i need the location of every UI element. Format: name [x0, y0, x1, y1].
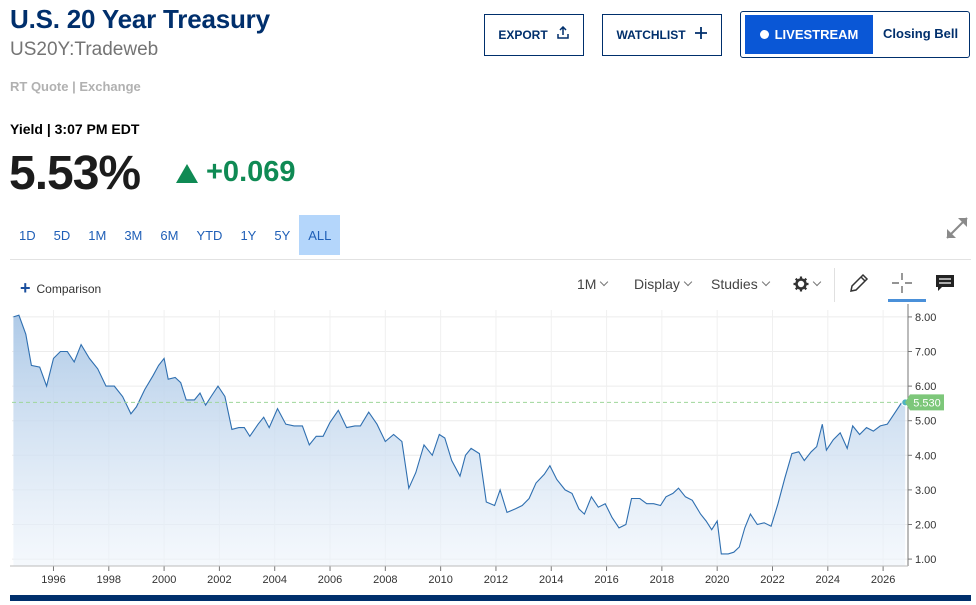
livestream-label: LIVESTREAM — [775, 27, 859, 42]
range-selector: 1D 5D 1M 3M 6M YTD 1Y 5Y ALL — [10, 215, 340, 255]
bottom-divider — [10, 595, 971, 601]
watchlist-label: WATCHLIST — [616, 28, 685, 42]
y-tick-label: 7.00 — [915, 347, 936, 359]
chevron-down-icon — [813, 278, 821, 286]
y-tick-label: 6.00 — [915, 381, 936, 393]
x-tick-label: 2024 — [816, 574, 840, 586]
x-tick-label: 2008 — [373, 574, 397, 586]
x-tick-label: 2012 — [484, 574, 508, 586]
x-tick-label: 1998 — [97, 574, 121, 586]
export-button[interactable]: EXPORT — [484, 14, 584, 56]
display-label: Display — [634, 276, 680, 292]
symbol-label: US20Y:Tradeweb — [10, 39, 158, 61]
x-tick-label: 2004 — [262, 574, 286, 586]
settings-dropdown[interactable] — [793, 276, 820, 292]
display-dropdown[interactable]: Display — [634, 276, 691, 292]
range-button-1y[interactable]: 1Y — [231, 215, 265, 255]
y-tick-label: 8.00 — [915, 312, 936, 324]
settings-gear-icon — [793, 276, 809, 292]
live-dot-icon — [760, 30, 769, 39]
closing-bell-link[interactable]: Closing Bell — [883, 26, 958, 41]
range-button-3m[interactable]: 3M — [115, 215, 151, 255]
y-tick-label: 1.00 — [915, 554, 936, 566]
x-tick-label: 2016 — [594, 574, 618, 586]
range-button-all[interactable]: ALL — [299, 215, 340, 255]
range-button-1d[interactable]: 1D — [10, 215, 45, 255]
comment-icon[interactable] — [934, 272, 956, 294]
comparison-label: Comparison — [37, 282, 102, 296]
range-button-1m[interactable]: 1M — [79, 215, 115, 255]
yield-chart[interactable]: 8.007.006.005.004.003.002.001.00 1996 199… — [10, 304, 971, 600]
chart-toolbar: + Comparison 1M Display Studies — [10, 260, 971, 304]
y-tick-label: 3.00 — [915, 485, 936, 497]
range-button-5y[interactable]: 5Y — [265, 215, 299, 255]
livestream-button[interactable]: LIVESTREAM — [745, 15, 873, 54]
y-axis: 8.00 7.00 6.00 5.00 4.00 3.00 2.00 1.00 — [908, 304, 936, 566]
chart-panel: + Comparison 1M Display Studies — [10, 259, 971, 599]
chevron-down-icon — [761, 278, 769, 286]
export-icon — [556, 26, 570, 45]
page-title: U.S. 20 Year Treasury — [10, 4, 270, 35]
draw-pencil-icon[interactable] — [848, 272, 870, 294]
studies-dropdown[interactable]: Studies — [711, 276, 769, 292]
interval-dropdown[interactable]: 1M — [577, 276, 607, 292]
area-fill — [13, 315, 905, 566]
plus-icon: + — [20, 278, 31, 299]
yield-timestamp: Yield | 3:07 PM EDT — [10, 121, 139, 137]
chevron-down-icon — [684, 278, 692, 286]
comparison-button[interactable]: + Comparison — [20, 278, 101, 299]
toolbar-divider — [834, 268, 835, 302]
x-tick-label: 2022 — [760, 574, 784, 586]
export-label: EXPORT — [498, 28, 547, 42]
x-tick-label: 2000 — [152, 574, 176, 586]
expand-icon[interactable] — [944, 215, 970, 241]
range-button-ytd[interactable]: YTD — [187, 215, 231, 255]
x-axis: 1996 1998 2000 2002 2004 2006 2008 2010 2012 2014… — [10, 566, 908, 586]
studies-label: Studies — [711, 276, 758, 292]
x-tick-label: 2006 — [318, 574, 342, 586]
x-tick-label: 2010 — [428, 574, 452, 586]
x-tick-label: 2026 — [871, 574, 895, 586]
x-tick-label: 2014 — [539, 574, 563, 586]
price-change: +0.069 — [206, 156, 296, 189]
last-price: 5.53% — [9, 146, 140, 201]
interval-label: 1M — [577, 276, 596, 292]
range-button-5d[interactable]: 5D — [45, 215, 80, 255]
x-tick-label: 2018 — [650, 574, 674, 586]
current-value-label: 5.530 — [913, 397, 941, 409]
y-tick-label: 4.00 — [915, 450, 936, 462]
y-tick-label: 5.00 — [915, 416, 936, 428]
chevron-down-icon — [600, 278, 608, 286]
range-button-6m[interactable]: 6M — [151, 215, 187, 255]
crosshair-icon[interactable] — [891, 272, 913, 294]
x-tick-label: 2020 — [705, 574, 729, 586]
livestream-widget: LIVESTREAM Closing Bell — [740, 11, 970, 58]
watchlist-button[interactable]: WATCHLIST — [602, 14, 722, 56]
plus-icon — [694, 26, 708, 45]
quote-source: RT Quote | Exchange — [10, 79, 141, 94]
y-tick-label: 2.00 — [915, 519, 936, 531]
x-tick-label: 1996 — [41, 574, 65, 586]
chart-area — [13, 315, 905, 566]
crosshair-active-indicator — [888, 299, 926, 302]
x-tick-label: 2002 — [207, 574, 231, 586]
up-arrow-icon — [176, 164, 198, 183]
